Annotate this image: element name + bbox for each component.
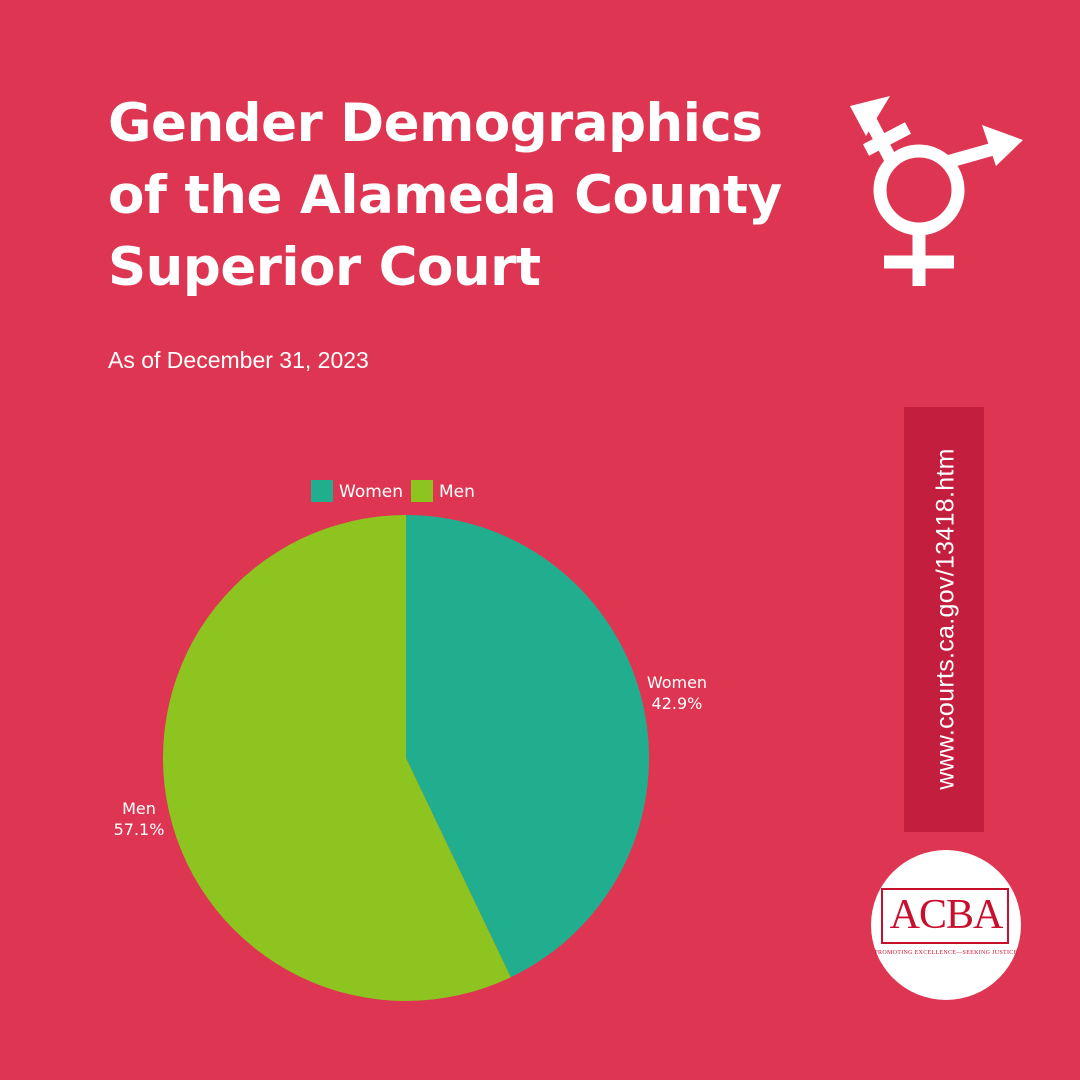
pie-slices xyxy=(163,515,650,1001)
transgender-symbol-icon xyxy=(850,96,1023,286)
legend-label-men: Men xyxy=(439,482,475,502)
title-line-1: Gender Demographics xyxy=(108,93,763,154)
logo-wordmark: ACBA xyxy=(889,892,1004,938)
pie-chart: Women Men Women 42.9% Men 57.1% xyxy=(114,480,707,1001)
source-url[interactable]: www.courts.ca.gov/13418.htm xyxy=(931,448,960,790)
slice-value-men: 57.1% xyxy=(114,820,165,839)
legend-swatch-men xyxy=(411,480,433,502)
slice-labels: Women 42.9% Men 57.1% xyxy=(114,673,707,839)
pie-slice-women xyxy=(406,515,650,978)
logo-tagline: PROMOTING EXCELLENCE—SEEKING JUSTICE xyxy=(874,950,1018,956)
slice-label-women: Women xyxy=(647,673,707,692)
legend-swatch-women xyxy=(311,480,333,502)
slice-label-men: Men xyxy=(122,799,156,818)
logo-border xyxy=(881,888,1009,944)
title-line-2: of the Alameda County xyxy=(108,165,782,226)
acba-logo: ACBA PROMOTING EXCELLENCE—SEEKING JUSTIC… xyxy=(871,850,1021,1000)
pie-slice-men xyxy=(163,515,511,1001)
legend-label-women: Women xyxy=(339,482,403,502)
chart-legend: Women Men xyxy=(311,480,475,502)
title-line-3: Superior Court xyxy=(108,237,541,298)
page-title: Gender Demographics of the Alameda Count… xyxy=(108,88,828,304)
source-url-banner: www.courts.ca.gov/13418.htm xyxy=(904,407,984,832)
slice-value-women: 42.9% xyxy=(652,694,703,713)
date-subtitle: As of December 31, 2023 xyxy=(108,347,369,373)
